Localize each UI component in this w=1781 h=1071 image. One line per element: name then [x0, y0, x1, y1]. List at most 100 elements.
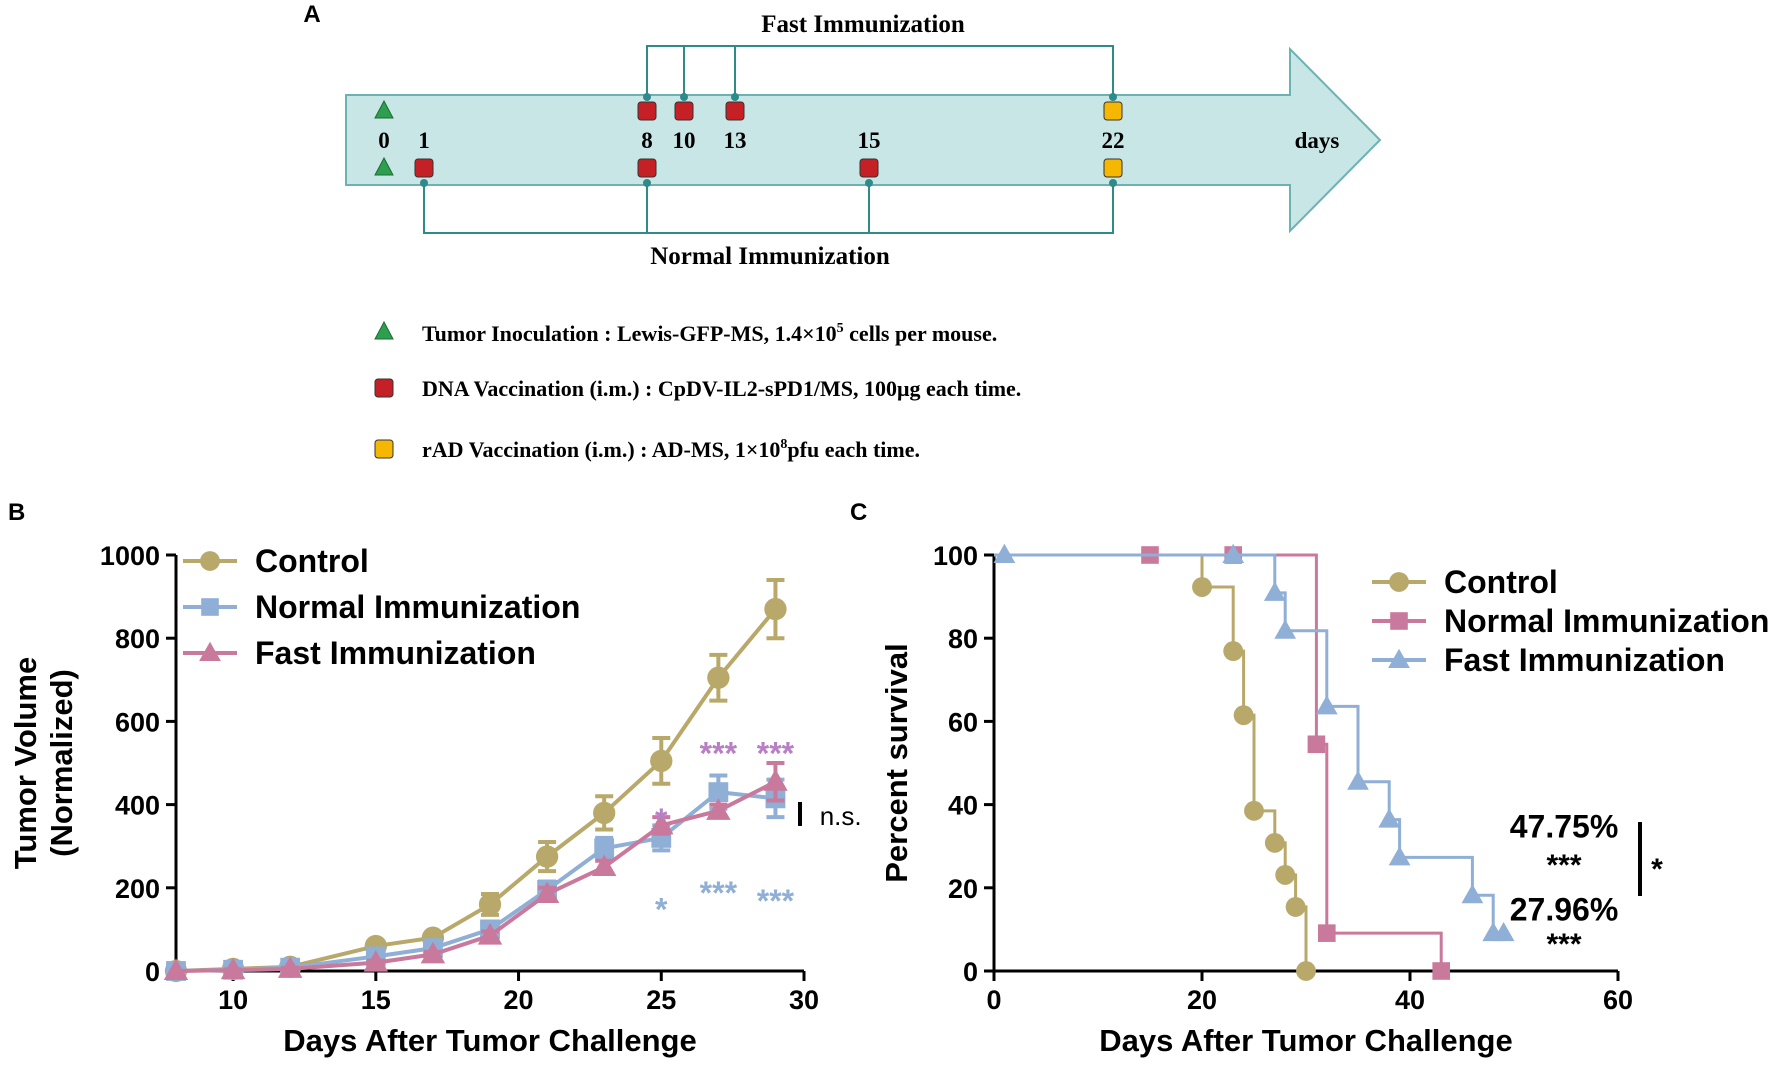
- schedule-panel: Fast Immunization Normal Immunization da…: [345, 11, 1382, 462]
- tumor-volume-point: [707, 666, 730, 689]
- bracket-dot: [1109, 93, 1117, 101]
- legend-rad-text: rAD Vaccination (i.m.) : AD-MS, 1×108pfu…: [422, 437, 920, 462]
- survival-point: [1275, 864, 1296, 885]
- panel-label-c: C: [850, 499, 867, 526]
- tumor-volume-legend-label: Fast Immunization: [255, 635, 536, 671]
- rad-vaccination-marker: [1103, 158, 1123, 178]
- survival-annotation: ***: [1546, 849, 1581, 882]
- legend-dna-icon: [374, 378, 394, 398]
- survival-legend-marker: [1388, 648, 1410, 668]
- survival-chart: 0 20 40 60 0 20 40 60 80 100 Days After Tumor Chal…: [879, 541, 1769, 1058]
- survival-y-tick-label: 60: [948, 707, 978, 737]
- survival-point: [1244, 800, 1264, 821]
- tumor-volume-point: [535, 845, 559, 868]
- survival-y-tick-label: 100: [933, 541, 978, 571]
- tumor-volume-line: [175, 779, 777, 973]
- survival-point: [1223, 641, 1244, 662]
- survival-legend-marker: [1389, 572, 1409, 592]
- survival-y-tick-label: 80: [948, 624, 978, 654]
- survival-y-tick-label: 40: [948, 791, 978, 821]
- bracket-dot: [865, 179, 873, 187]
- survival-annotation: *: [1651, 853, 1663, 886]
- tumor-volume-point: [708, 782, 729, 803]
- tumor-volume-y-tick-label: 200: [115, 874, 160, 904]
- survival-point: [1285, 897, 1306, 917]
- survival-point: [1274, 619, 1297, 639]
- tumor-volume-point: [478, 893, 502, 916]
- tumor-volume-point: [477, 923, 503, 945]
- tumor-volume-annotation: *: [655, 802, 668, 838]
- tumor-volume-point: [363, 950, 389, 972]
- day-label-13: 13: [724, 128, 747, 153]
- tumor-volume-point: [420, 941, 446, 964]
- survival-point: [1307, 735, 1326, 754]
- tumor-volume-annotation: ***: [757, 883, 795, 919]
- tumor-inoculation-marker: [374, 156, 394, 176]
- survival-step-line: [994, 553, 1504, 935]
- tumor-volume-point: [649, 812, 674, 835]
- day-label-10: 10: [673, 128, 696, 153]
- legend-rad-icon: [374, 439, 394, 459]
- survival-legend-label: Normal Immunization: [1444, 603, 1769, 639]
- tumor-volume-annotation: ***: [757, 736, 795, 772]
- tumor-volume-point: [763, 769, 788, 791]
- tumor-volume-x-tick-label: 15: [361, 985, 391, 1015]
- panel-label-a: A: [303, 1, 320, 28]
- tumor-volume-series: [163, 577, 788, 983]
- dna-vaccination-marker: [637, 101, 657, 121]
- tumor-volume-y-tick-label: 600: [115, 707, 160, 737]
- tumor-volume-annotation: n.s.: [820, 801, 862, 831]
- bracket-dot: [1109, 179, 1117, 187]
- day-label-0: 0: [378, 128, 390, 153]
- tumor-volume-x-axis-label: Days After Tumor Challenge: [283, 1023, 696, 1058]
- tumor-volume-point: [534, 881, 560, 904]
- survival-legend-marker: [1390, 612, 1408, 630]
- survival-step-line: [994, 553, 1308, 971]
- survival-legend-label: Fast Immunization: [1444, 642, 1725, 678]
- tumor-volume-x-tick-label: 25: [646, 985, 676, 1015]
- tumor-volume-legend-marker: [199, 641, 221, 661]
- survival-x-tick-label: 20: [1187, 985, 1217, 1015]
- event-markers: [374, 93, 1123, 187]
- tumor-volume-x-tick-label: 30: [789, 985, 819, 1015]
- tumor-volume-point: [706, 798, 731, 820]
- tumor-volume-legend-label: Control: [255, 543, 369, 579]
- tumor-volume-legend-label: Normal Immunization: [255, 589, 580, 625]
- legend-tumor-text: Tumor Inoculation : Lewis-GFP-MS, 1.4×10…: [422, 321, 997, 346]
- tumor-volume-legend: Control Normal Immunization Fast Immunizat…: [183, 543, 580, 671]
- tumor-volume-point: [591, 854, 617, 876]
- survival-point: [1318, 924, 1336, 942]
- tumor-volume-point: [594, 838, 615, 859]
- tumor-volume-annotation: ***: [700, 875, 738, 911]
- survival-step-line: [994, 553, 1443, 971]
- survival-point: [1432, 962, 1450, 980]
- dna-vaccination-marker: [637, 158, 657, 178]
- tumor-volume-x-tick-label: 20: [504, 985, 534, 1015]
- bracket-dot: [420, 179, 428, 187]
- survival-y-axis-label: Percent survival: [879, 643, 914, 883]
- tumor-volume-point: [163, 958, 189, 980]
- day-label-8: 8: [641, 128, 653, 153]
- survival-point: [1264, 832, 1285, 853]
- tumor-inoculation-marker: [374, 99, 394, 119]
- survival-y-tick-label: 0: [963, 957, 978, 987]
- tumor-volume-annotation: ***: [700, 736, 738, 772]
- survival-x-tick-label: 60: [1603, 985, 1633, 1015]
- bracket-dot: [643, 93, 651, 101]
- tumor-volume-point: [593, 801, 616, 825]
- survival-x-tick-label: 40: [1395, 985, 1425, 1015]
- day-label-22: 22: [1102, 128, 1125, 153]
- survival-point: [1492, 921, 1515, 942]
- survival-point: [993, 543, 1016, 563]
- legend-tumor-icon: [374, 320, 394, 340]
- days-axis-unit: days: [1295, 128, 1340, 153]
- tumor-volume-y-tick-label: 0: [145, 957, 160, 987]
- tumor-volume-legend-marker: [201, 598, 219, 616]
- survival-y-tick-label: 20: [948, 874, 978, 904]
- fast-immunization-title: Fast Immunization: [761, 11, 965, 38]
- tumor-volume-annotation: *: [655, 892, 668, 928]
- survival-x-axis-label: Days After Tumor Challenge: [1099, 1023, 1512, 1058]
- tumor-volume-x-tick-label: 10: [218, 985, 248, 1015]
- normal-immunization-title: Normal Immunization: [650, 243, 890, 270]
